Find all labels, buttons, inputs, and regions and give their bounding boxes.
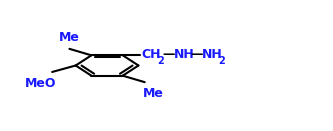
Text: CH: CH xyxy=(142,48,161,61)
Text: —: — xyxy=(163,48,175,61)
Text: 2: 2 xyxy=(158,56,164,66)
Text: Me: Me xyxy=(59,31,80,44)
Text: NH: NH xyxy=(202,48,223,61)
Text: 2: 2 xyxy=(218,56,225,66)
Text: NH: NH xyxy=(174,48,195,61)
Text: MeO: MeO xyxy=(25,77,56,90)
Text: Me: Me xyxy=(143,87,164,100)
Text: —: — xyxy=(190,48,203,61)
